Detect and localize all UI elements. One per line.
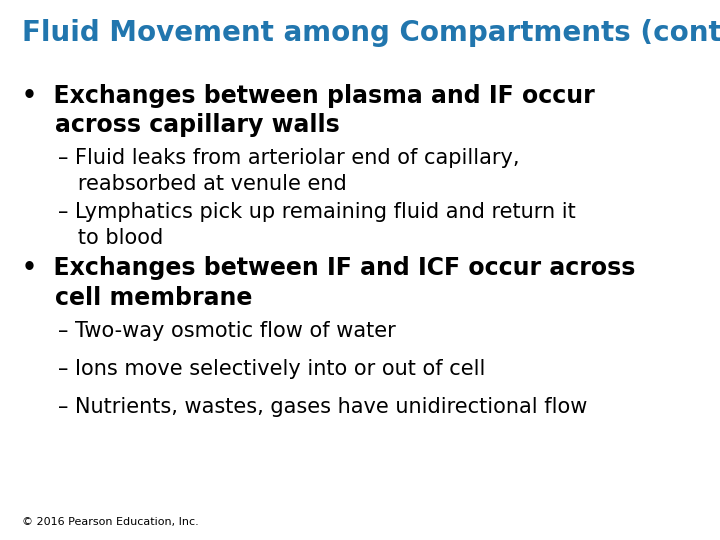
Text: – Fluid leaks from arteriolar end of capillary,: – Fluid leaks from arteriolar end of cap… (58, 148, 519, 168)
Text: reabsorbed at venule end: reabsorbed at venule end (58, 174, 346, 194)
Text: – Nutrients, wastes, gases have unidirectional flow: – Nutrients, wastes, gases have unidirec… (58, 397, 587, 417)
Text: to blood: to blood (58, 228, 163, 248)
Text: – Ions move selectively into or out of cell: – Ions move selectively into or out of c… (58, 359, 485, 379)
Text: – Lymphatics pick up remaining fluid and return it: – Lymphatics pick up remaining fluid and… (58, 202, 575, 222)
Text: – Two-way osmotic flow of water: – Two-way osmotic flow of water (58, 321, 395, 341)
Text: •  Exchanges between plasma and IF occur: • Exchanges between plasma and IF occur (22, 84, 594, 107)
Text: © 2016 Pearson Education, Inc.: © 2016 Pearson Education, Inc. (22, 516, 198, 526)
Text: •  Exchanges between IF and ICF occur across: • Exchanges between IF and ICF occur acr… (22, 256, 635, 280)
Text: across capillary walls: across capillary walls (22, 113, 339, 137)
Text: cell membrane: cell membrane (22, 286, 252, 310)
Text: Fluid Movement among Compartments (cont.): Fluid Movement among Compartments (cont.… (22, 19, 720, 47)
